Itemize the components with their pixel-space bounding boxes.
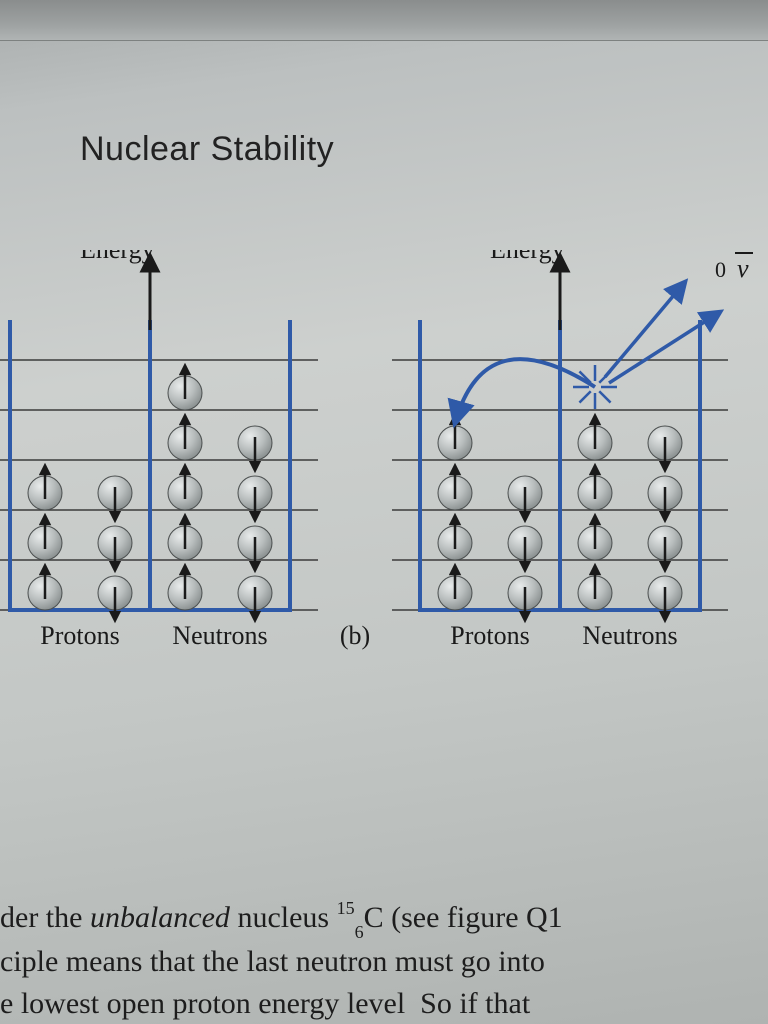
svg-text:(b): (b) bbox=[340, 621, 370, 650]
textbook-page: Nuclear Stability EnergyProtonsNeutronsE… bbox=[0, 0, 768, 1024]
body-line-2: ciple means that the last neutron must g… bbox=[0, 941, 758, 982]
body-line-3: e lowest open proton energy level So if … bbox=[0, 983, 758, 1024]
svg-text:Neutrons: Neutrons bbox=[172, 621, 267, 650]
energy-well-diagrams: Energy Protons Neutrons Energy Protons Neutro… bbox=[0, 250, 768, 735]
page-top-edge bbox=[0, 0, 768, 41]
section-title: Nuclear Stability bbox=[80, 130, 334, 169]
svg-text:Energy: Energy bbox=[80, 250, 155, 264]
body-line-1: der the unbalanced nucleus 156C (see fig… bbox=[0, 897, 758, 941]
body-text: der the unbalanced nucleus 156C (see fig… bbox=[0, 897, 768, 1024]
svg-text:Protons: Protons bbox=[450, 621, 529, 650]
svg-text:Protons: Protons bbox=[40, 621, 119, 650]
diagram-svg: Energy Protons Neutrons Energy Protons Neutro… bbox=[0, 250, 768, 730]
svg-text:ν: ν bbox=[737, 254, 749, 283]
svg-text:0: 0 bbox=[715, 257, 726, 282]
svg-text:Neutrons: Neutrons bbox=[582, 621, 677, 650]
svg-text:Energy: Energy bbox=[490, 250, 565, 264]
